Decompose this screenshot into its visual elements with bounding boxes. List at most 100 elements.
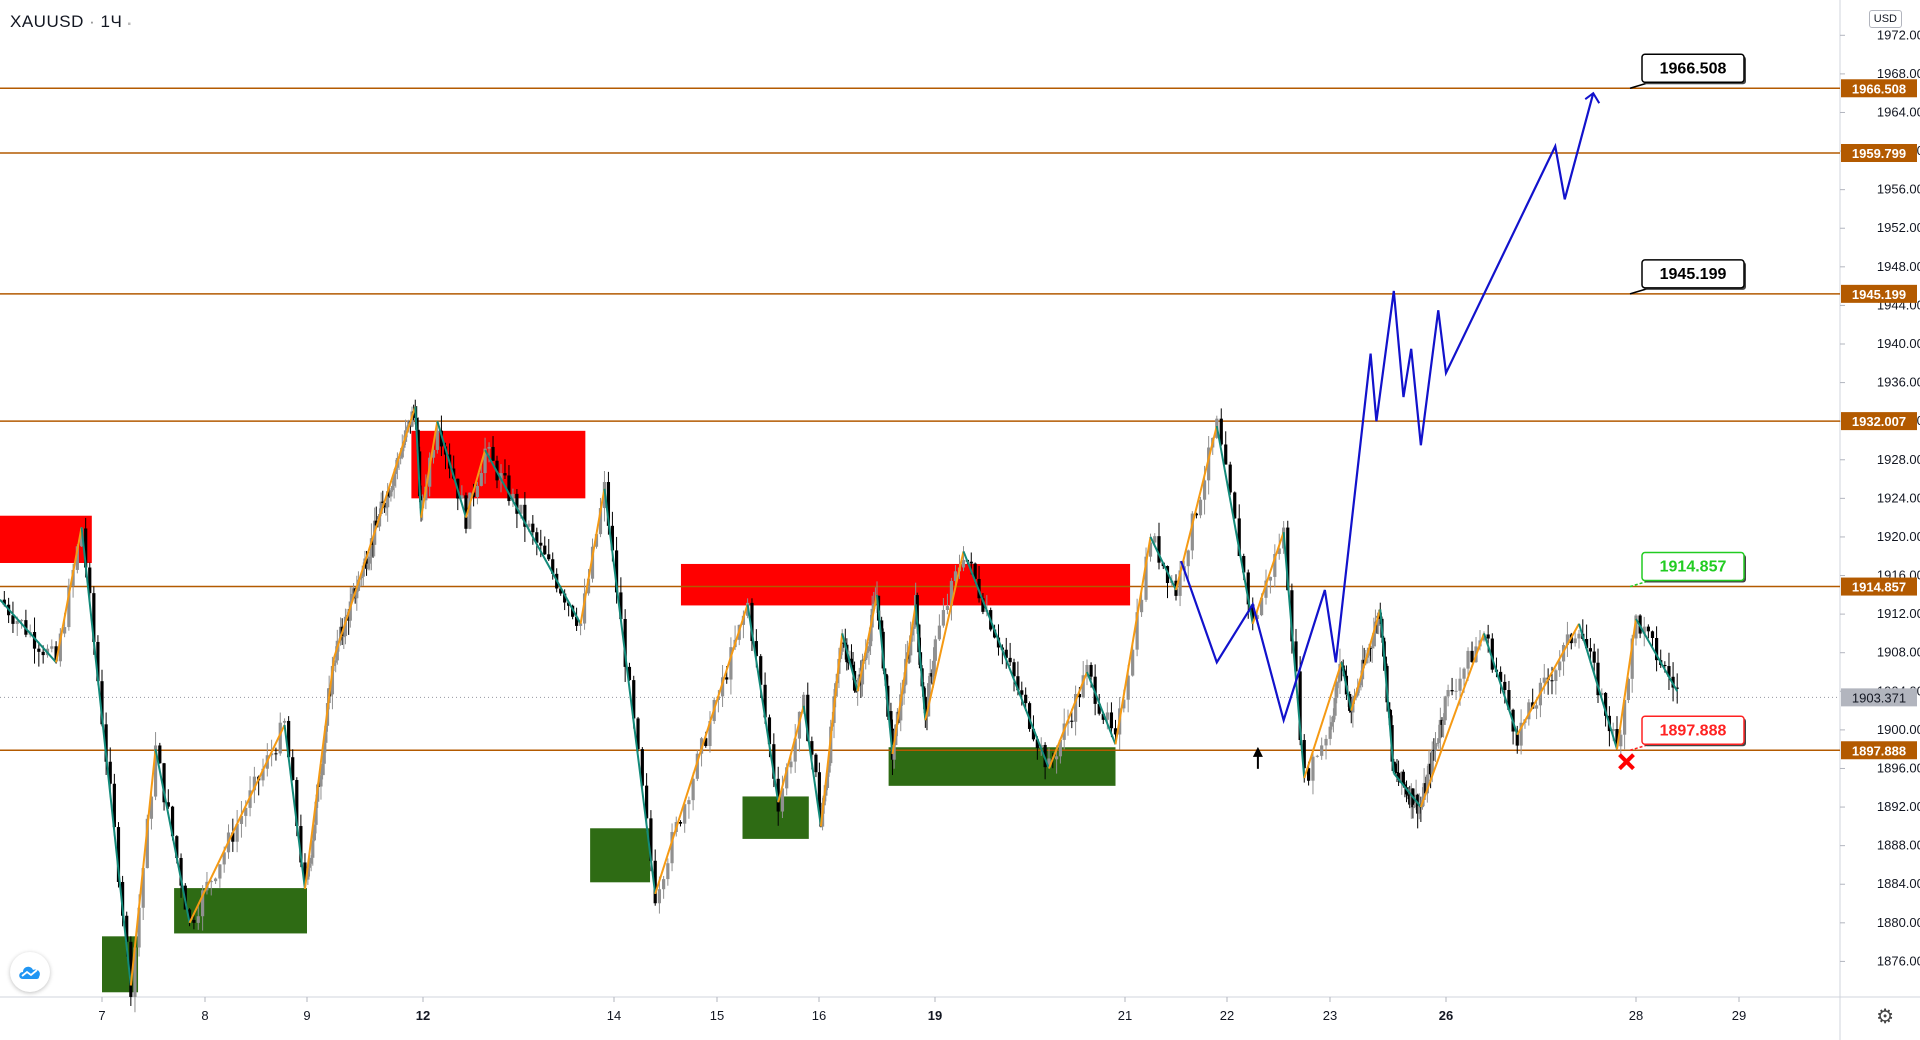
candle-body [321,763,325,776]
candle-body [578,623,583,626]
candle-body [1070,720,1074,722]
candle-body [1454,690,1458,692]
candle-body [1435,742,1439,744]
candle-body [170,806,175,837]
candle-body [324,725,328,743]
candle-body [1251,604,1255,619]
candle-body [84,528,88,568]
candle-body [670,831,674,864]
candle-body [793,738,797,762]
tradingview-cloud-icon[interactable] [10,952,50,992]
candle-body [50,646,54,649]
candle-body [350,593,354,602]
candle-body [666,863,670,880]
candle-body [610,525,615,551]
candle-body [1490,638,1494,670]
candle-body [1550,680,1554,682]
candle-body [915,595,919,625]
candle-body [1663,664,1667,667]
candle-body [75,546,79,570]
candle-body [1424,783,1428,794]
candle-body [817,772,821,808]
candle-body [235,823,239,842]
current-price-badge [1841,688,1917,707]
gear-icon[interactable]: ⚙ [1876,1006,1894,1028]
zigzag-segment [1635,618,1679,692]
candle-body [1320,745,1324,756]
demand-zone [888,747,1116,786]
level-badge [1841,284,1917,303]
candle-body [1298,671,1302,741]
candle-body [1157,536,1161,563]
zigzag-segment [420,421,439,518]
candle-body [687,800,691,805]
candle-body [683,804,687,824]
candle-body [1503,681,1507,691]
candle-body [1020,690,1024,695]
callout-label: 1945.199 [1660,266,1727,283]
callout-label: 1897.888 [1660,722,1727,739]
candle-body [892,745,896,760]
candle-body [1395,771,1399,773]
candle-body [137,907,141,948]
time-tick-label: 23 [1323,1008,1337,1023]
candle-body [937,625,941,640]
symbol-label[interactable]: XAUUSD · 1Ч ▪ [10,12,132,32]
candle-body [511,493,515,502]
candle-body [366,563,370,569]
zigzag-segment [1419,633,1485,808]
candle-body [71,569,75,586]
candle-body [389,490,393,497]
candle-body [1393,763,1397,772]
candle-body [96,641,100,682]
candle-body [547,554,551,560]
candle-body [708,721,712,747]
candle-body [1646,626,1650,632]
candle-body [867,646,871,652]
candle-body [322,742,326,764]
level-badge-label: 1959.799 [1852,146,1906,161]
candle-body [515,493,519,514]
candle-body [1273,553,1277,577]
candle-body [1336,681,1340,683]
candle-body [1565,634,1570,646]
candle-body [695,753,699,779]
candle-body [780,788,785,812]
candle-body [282,720,287,723]
candle-body [472,492,476,497]
zigzag-segment [1379,609,1395,774]
candle-body [1311,756,1315,781]
candle-body [192,919,196,923]
candle-body [112,783,116,828]
candle-body [311,840,315,858]
candle-body [1596,662,1600,696]
callout-box [1641,715,1745,746]
time-tick-label: 9 [303,1008,310,1023]
currency-badge[interactable]: USD [1868,10,1902,28]
projection-arrowhead [1584,91,1601,104]
candle-body [1148,542,1153,557]
candle-body [1372,632,1376,647]
candle-body [1429,763,1433,775]
zigzag-segment [746,604,780,803]
candle-body [1228,464,1232,493]
candle-body [640,749,644,786]
zigzag-segment [1048,671,1088,769]
candle-body [213,878,218,882]
zigzag-segment [802,705,822,827]
candle-body [287,720,291,758]
candle-body [1600,692,1604,696]
level-badge [1841,412,1917,431]
candle-body [343,616,348,637]
zigzag-segment [1086,671,1117,745]
candle-body [32,632,37,649]
candle-body [390,485,395,491]
price-tick-label: 1936.000 [1877,375,1920,390]
candle-body [1202,480,1207,500]
candle-body [309,857,313,864]
candle-body [704,738,708,747]
candle-body [1437,738,1441,743]
candle-body [149,796,154,819]
